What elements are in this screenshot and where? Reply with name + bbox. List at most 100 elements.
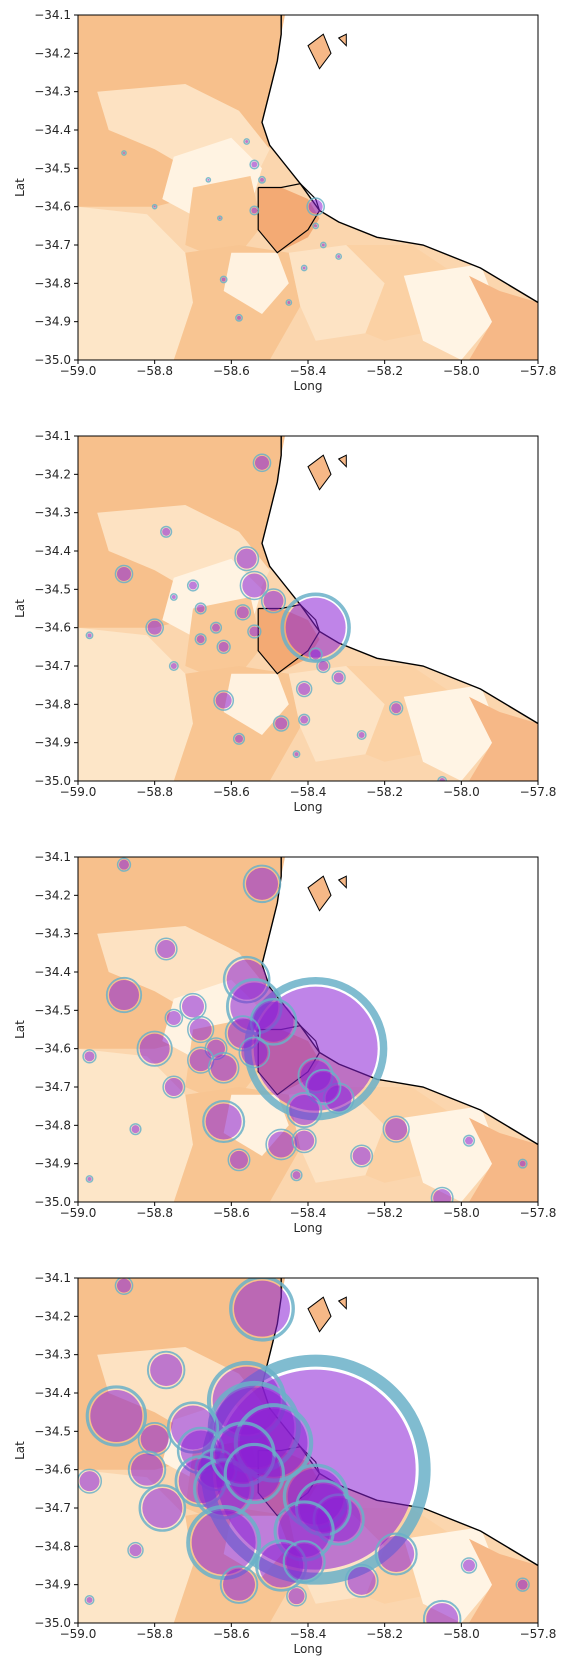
bubble-point (314, 224, 318, 228)
bubble-halo (146, 1350, 186, 1390)
bubble-halo (194, 633, 207, 646)
bubble-point (378, 1536, 415, 1572)
x-tick-label: −58.0 (443, 785, 480, 799)
y-tick-label: −34.6 (34, 621, 71, 635)
bubble-point (230, 1150, 248, 1169)
bubble-point (519, 1160, 526, 1167)
bubble-halo (229, 1278, 295, 1342)
y-tick-label: −35.0 (34, 774, 71, 788)
bubble-point (171, 595, 176, 599)
x-tick-label: −58.6 (213, 1206, 250, 1220)
bubble-point (249, 626, 260, 637)
plot-area (78, 436, 538, 781)
bubble-point (119, 859, 129, 870)
y-tick-label: −34.1 (34, 429, 71, 443)
x-tick-label: −57.8 (520, 364, 557, 378)
y-tick-label: −34.5 (34, 1424, 71, 1438)
bubble-point (253, 1001, 294, 1042)
x-tick-label: −58.6 (213, 364, 250, 378)
bubble-halo (252, 453, 272, 473)
bubble-halo (127, 1541, 144, 1559)
y-tick-label: −34.7 (34, 659, 71, 673)
bubble-halo (290, 1169, 303, 1182)
y-tick-label: −34.7 (34, 238, 71, 252)
x-tick-label: −59.0 (60, 364, 97, 378)
bubble-point (308, 1072, 339, 1102)
bubble-point (196, 604, 205, 613)
island (337, 1296, 347, 1310)
bubble-halo (145, 618, 164, 637)
x-tick-label: −57.8 (520, 1206, 557, 1220)
bubble-point (157, 940, 176, 958)
y-tick-label: −34.9 (34, 1578, 71, 1592)
bubble-point (321, 243, 325, 247)
bubble-halo (316, 658, 331, 674)
bubble-halo (169, 593, 178, 601)
island (307, 1296, 332, 1333)
island (307, 875, 332, 912)
x-tick-label: −58.4 (290, 1206, 327, 1220)
bubble-point (147, 620, 162, 635)
bubble-point (79, 1471, 100, 1492)
bubble-halo (460, 1557, 478, 1574)
bubble-halo (127, 1450, 167, 1489)
y-tick-label: −34.7 (34, 1080, 71, 1094)
bubble-point (237, 315, 241, 320)
bubble-halo (286, 1091, 323, 1129)
bubble-point (153, 205, 156, 208)
island (337, 875, 347, 889)
bubble-point (166, 1011, 181, 1025)
y-tick-label: −34.9 (34, 1157, 71, 1171)
y-tick-label: −34.3 (34, 85, 71, 99)
bubble-point (86, 1597, 93, 1603)
bubble-point (228, 1447, 281, 1500)
x-tick-label: −58.6 (213, 785, 250, 799)
district-region (258, 187, 320, 253)
bubble-point (426, 1603, 459, 1623)
bubble-point (294, 752, 299, 757)
y-tick-label: −34.2 (34, 1309, 71, 1323)
bubble-point (109, 980, 139, 1010)
bubble-point (242, 573, 267, 598)
bubble-halo (164, 1008, 184, 1028)
y-tick-label: −34.7 (34, 1501, 71, 1515)
bubble-point (288, 1588, 305, 1605)
y-tick-label: −34.9 (34, 315, 71, 329)
bubble-point (90, 1390, 143, 1442)
bubble-halo (209, 621, 223, 634)
bubble-halo (186, 579, 200, 592)
bubble-halo (300, 264, 308, 272)
bubble-point (236, 606, 249, 619)
bubble-halo (292, 750, 301, 759)
bubble-halo (168, 661, 179, 671)
bubble-halo (232, 732, 246, 745)
bubble-halo (160, 525, 173, 538)
bubble-point (223, 1568, 255, 1601)
bubble-halo (331, 670, 346, 685)
bubble-halo (85, 1175, 94, 1183)
bubble-halo (205, 177, 212, 183)
x-tick-label: −58.2 (366, 785, 403, 799)
bubble-halo (84, 1595, 95, 1605)
bubble-point (236, 548, 257, 569)
bubble-point (251, 207, 258, 214)
x-tick-label: −58.4 (290, 1627, 327, 1641)
y-tick-label: −34.2 (34, 467, 71, 481)
bubble-halo (138, 1484, 187, 1532)
bubble-halo (247, 624, 262, 639)
bubble-halo (238, 1036, 271, 1069)
bubble-point (241, 1039, 268, 1066)
bubble-point (123, 152, 125, 154)
bubble-point (150, 1354, 183, 1386)
y-tick-label: −34.3 (34, 927, 71, 941)
y-tick-label: −34.4 (34, 1386, 71, 1400)
bubble-halo (272, 715, 290, 732)
x-tick-label: −57.8 (520, 1627, 557, 1641)
bubble-point (162, 527, 171, 536)
y-tick-label: −34.4 (34, 965, 71, 979)
plot-area (78, 857, 538, 1202)
bubble-point (207, 178, 210, 181)
bubble-point (235, 734, 243, 743)
y-tick-label: −34.8 (34, 697, 71, 711)
y-tick-label: −34.3 (34, 1348, 71, 1362)
